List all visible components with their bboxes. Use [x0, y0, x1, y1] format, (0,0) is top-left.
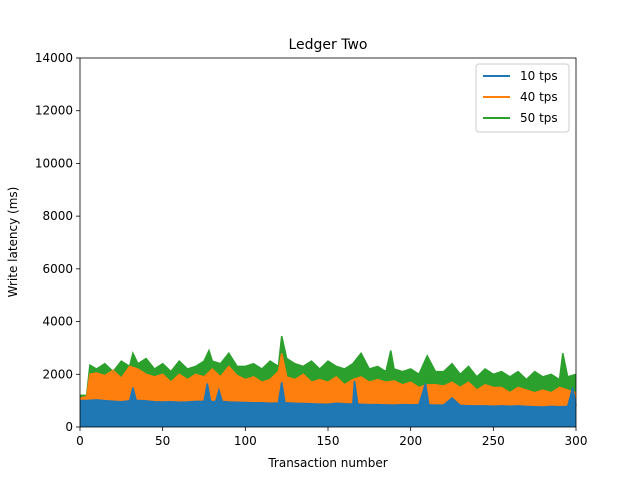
legend: 10 tps 40 tps 50 tps [475, 63, 570, 133]
x-tick-label: 300 [565, 434, 588, 448]
legend-label: 50 tps [520, 111, 558, 125]
series-line-1 [79, 380, 577, 408]
legend-box [475, 63, 570, 133]
series-lines [79, 335, 577, 408]
x-tick-label: 100 [234, 434, 257, 448]
y-tick-label: 10000 [35, 156, 73, 170]
y-tick-label: 0 [65, 420, 73, 434]
x-tick-label: 0 [76, 434, 84, 448]
legend-label: 40 tps [520, 90, 558, 104]
x-tick-label: 200 [399, 434, 422, 448]
x-axis-label: Transaction number [267, 456, 387, 470]
x-tick-label: 150 [317, 434, 340, 448]
x-tick-label: 50 [155, 434, 170, 448]
y-tick-label: 14000 [35, 51, 73, 65]
series-area-1 [80, 380, 576, 427]
series-line-3 [80, 335, 577, 397]
y-axis-label: Write latency (ms) [6, 187, 20, 298]
y-tick-label: 2000 [42, 367, 73, 381]
y-tick-label: 8000 [42, 209, 73, 223]
series-line-2 [79, 353, 577, 399]
legend-label: 10 tps [520, 69, 558, 83]
x-axis: 0 50 100 150 200 250 300 [76, 427, 587, 448]
x-tick-label: 250 [482, 434, 505, 448]
y-tick-label: 12000 [35, 104, 73, 118]
y-tick-label: 6000 [42, 262, 73, 276]
y-tick-label: 4000 [42, 315, 73, 329]
y-axis: 0 2000 4000 6000 8000 10000 12000 14000 [35, 51, 80, 434]
chart-title: Ledger Two [288, 37, 367, 53]
